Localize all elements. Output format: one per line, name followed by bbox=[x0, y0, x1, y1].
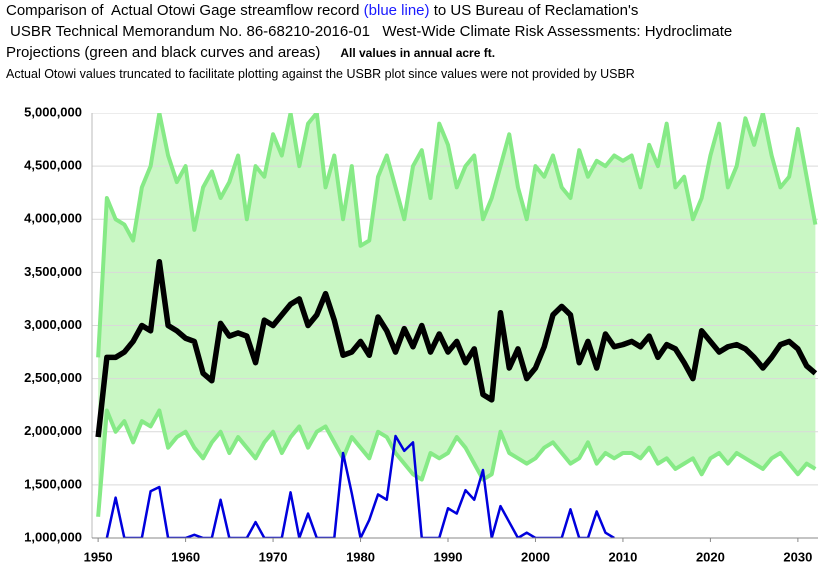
x-tick-label: 2010 bbox=[608, 549, 637, 564]
series-line bbox=[105, 434, 615, 538]
y-tick-label: 3,000,000 bbox=[24, 317, 82, 332]
x-tick-label: 2000 bbox=[521, 549, 550, 564]
x-tick-label: 1970 bbox=[259, 549, 288, 564]
title-text: to US Bureau of Reclamation's bbox=[429, 2, 639, 19]
x-tick-label: 1990 bbox=[434, 549, 463, 564]
x-tick-label: 1960 bbox=[171, 549, 200, 564]
title-note: All values in annual acre ft. bbox=[340, 46, 496, 60]
y-tick-label: 1,000,000 bbox=[24, 529, 82, 544]
title-line: USBR Technical Memorandum No. 86-68210-2… bbox=[10, 23, 732, 40]
y-tick-label: 2,500,000 bbox=[24, 370, 82, 385]
x-tick-label: 1950 bbox=[84, 549, 113, 564]
title-text: Comparison of Actual Otowi Gage streamfl… bbox=[6, 2, 364, 19]
series-line bbox=[96, 408, 817, 517]
title-text: Projections (green and black curves and … bbox=[6, 44, 321, 61]
x-tick-label: 2030 bbox=[783, 549, 812, 564]
subtitle: Actual Otowi values truncated to facilit… bbox=[6, 67, 635, 81]
title-text: USBR Technical Memorandum No. 86-68210-2… bbox=[10, 23, 733, 40]
y-tick-label: 5,000,000 bbox=[24, 104, 82, 119]
y-tick-label: 3,500,000 bbox=[24, 264, 82, 279]
series-line bbox=[96, 113, 818, 358]
series-line bbox=[95, 259, 818, 438]
y-tick-label: 1,500,000 bbox=[24, 476, 82, 491]
x-tick-label: 2020 bbox=[696, 549, 725, 564]
title-line: Projections (green and black curves and … bbox=[6, 44, 495, 61]
band-area bbox=[98, 113, 816, 517]
y-tick-label: 4,500,000 bbox=[24, 158, 82, 173]
y-tick-label: 4,000,000 bbox=[24, 211, 82, 226]
title-line: Comparison of Actual Otowi Gage streamfl… bbox=[6, 2, 638, 19]
plot-area bbox=[92, 113, 818, 538]
x-tick-label: 1980 bbox=[346, 549, 375, 564]
y-tick-label: 2,000,000 bbox=[24, 423, 82, 438]
title-text: (blue line) bbox=[363, 2, 430, 19]
